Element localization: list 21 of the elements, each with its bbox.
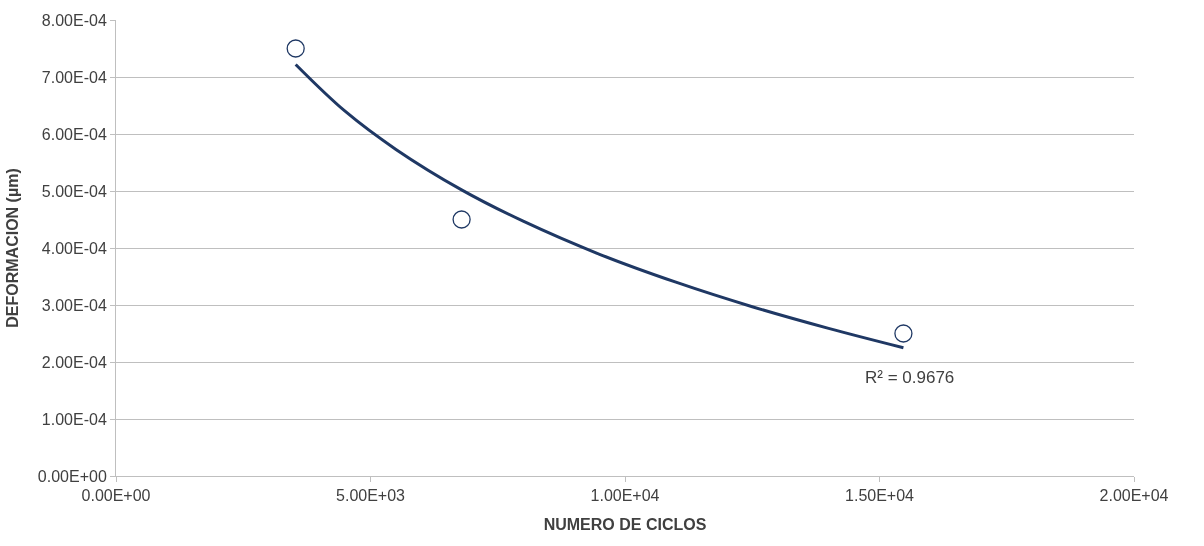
y-tick-label: 5.00E-04 [41,182,107,200]
point [452,210,471,229]
y-tick-label: 2.00E-04 [41,353,107,371]
y-axis-title: DEFORMACION (µm) [3,168,21,328]
x-tick-label: 1.50E+04 [845,487,915,505]
x-tick-label: 1.00E+04 [590,487,660,505]
y-tick-label: 0.00E+00 [37,467,107,485]
x-tick-label: 0.00E+00 [81,487,151,505]
annotation: R² = 0.9676 [865,368,955,387]
point [894,324,913,343]
y-tick-label: 7.00E-04 [41,68,107,86]
y-tick-label: 3.00E-04 [41,296,107,314]
y-tick-label: 8.00E-04 [41,11,107,29]
line-series [294,62,905,350]
point [286,39,305,58]
x-tick-label: 2.00E+04 [1099,487,1169,505]
y-tick-label: 1.00E-04 [41,410,107,428]
y-tick-label: 4.00E-04 [41,239,107,257]
x-tick-label: 5.00E+03 [336,487,406,505]
y-tick-label: 6.00E-04 [41,125,107,143]
x-axis-title: NUMERO DE CICLOS [543,515,707,533]
